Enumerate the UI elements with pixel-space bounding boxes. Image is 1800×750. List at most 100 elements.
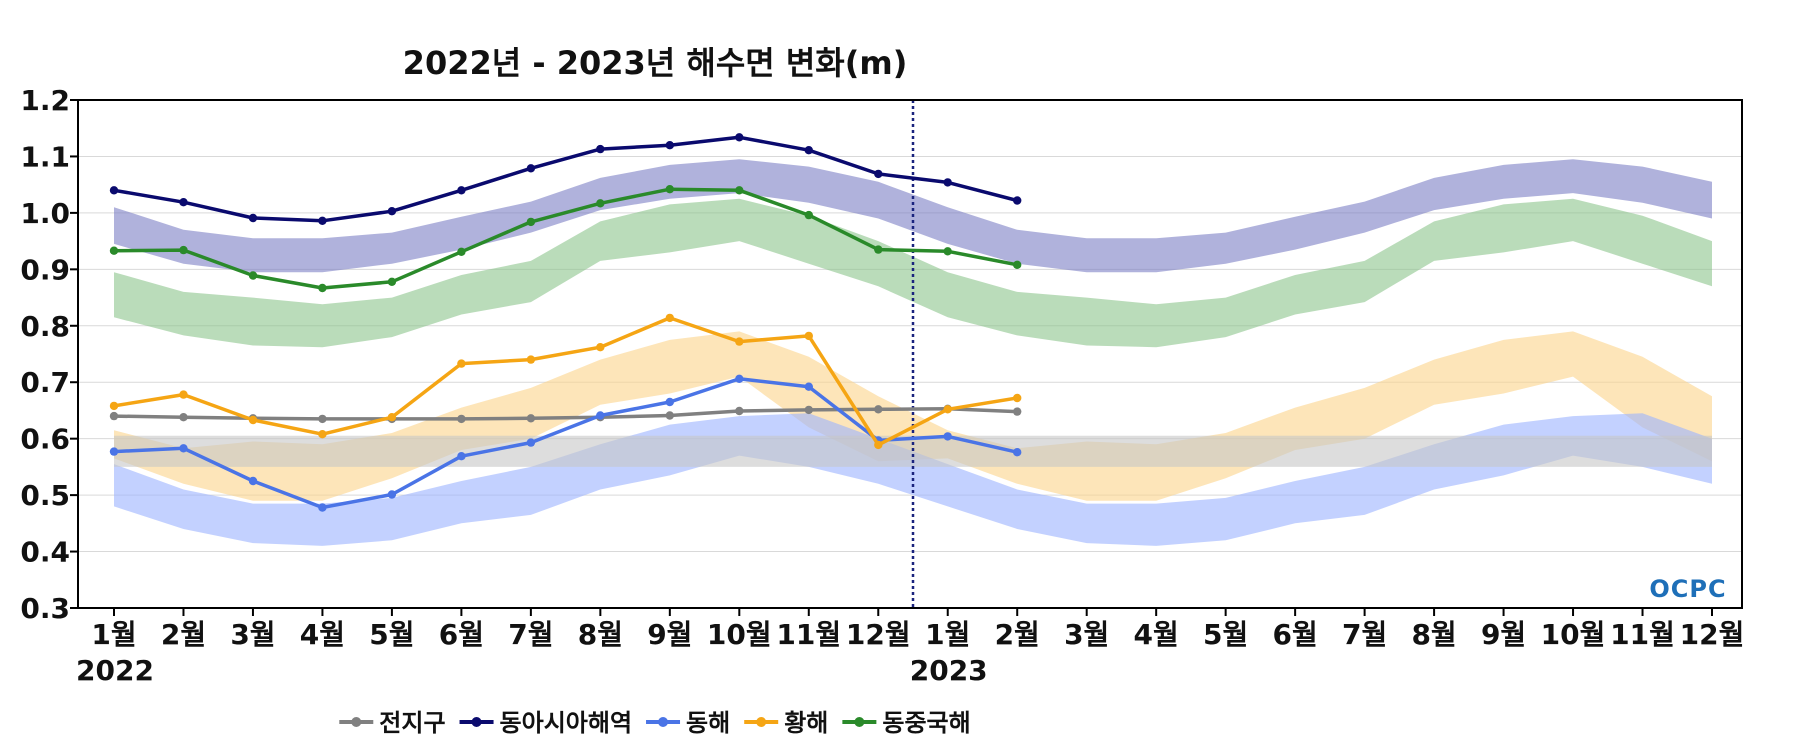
x-tick-label: 10월 xyxy=(707,618,772,651)
y-tick-label: 0.3 xyxy=(20,592,70,625)
series-1 xyxy=(109,133,1022,225)
data-point xyxy=(735,133,744,142)
data-point xyxy=(387,277,397,286)
y-tick-label: 0.4 xyxy=(20,536,70,569)
legend-label: 동아시아해역 xyxy=(500,709,632,737)
data-point xyxy=(943,405,952,414)
data-point xyxy=(943,432,952,441)
data-point xyxy=(457,414,466,424)
series-lines xyxy=(109,133,1022,512)
data-point xyxy=(874,169,883,179)
year-labels: 2022 2023 xyxy=(76,654,988,687)
data-point xyxy=(318,216,327,225)
x-tick-label: 9월 xyxy=(647,618,692,651)
data-point xyxy=(1013,407,1022,416)
legend-label: 동해 xyxy=(686,709,730,737)
x-tick-label: 10월 xyxy=(1541,618,1606,651)
y-axis-ticks: 0.3 0.4 0.5 0.6 0.7 0.8 0.9 1.0 1.1 1.2 xyxy=(20,84,78,625)
data-point xyxy=(526,217,536,227)
series-4 xyxy=(109,185,1022,293)
data-point xyxy=(457,186,466,195)
x-tick-label: 5월 xyxy=(369,618,414,651)
data-point xyxy=(665,185,674,194)
data-point xyxy=(804,331,813,341)
data-point xyxy=(874,440,883,450)
data-point xyxy=(526,355,536,364)
legend-marker xyxy=(658,717,669,727)
data-point xyxy=(109,246,119,255)
data-point xyxy=(109,401,119,411)
data-point xyxy=(318,283,327,293)
data-point xyxy=(596,343,605,352)
x-tick-label: 1월 xyxy=(925,618,970,651)
legend-marker xyxy=(756,717,767,727)
x-axis-ticks: 1월 2월 3월 4월 5월 6월 7월 8월 9월 10월 11월 12월 1월 2월 3월 4월 5월 6월 7… xyxy=(91,608,1744,651)
y-tick-label: 1.0 xyxy=(20,197,70,230)
data-point xyxy=(735,406,744,416)
data-point xyxy=(1013,448,1022,457)
x-tick-label: 11월 xyxy=(1610,618,1675,651)
series-line xyxy=(113,316,1018,447)
series-0 xyxy=(109,404,1022,424)
data-point xyxy=(596,411,605,420)
data-point xyxy=(665,313,674,323)
data-point xyxy=(735,374,744,383)
y-tick-label: 0.9 xyxy=(20,253,70,286)
legend-marker xyxy=(854,717,865,727)
data-point xyxy=(804,405,813,415)
legend-item-2: 동해 xyxy=(646,709,730,737)
data-point xyxy=(874,405,883,414)
data-point xyxy=(804,382,813,391)
data-point xyxy=(804,210,813,220)
y-tick-label: 0.6 xyxy=(20,423,70,456)
data-point xyxy=(387,207,397,216)
legend-label: 황해 xyxy=(784,709,828,737)
series-line xyxy=(113,135,1018,223)
x-tick-label: 9월 xyxy=(1481,618,1526,651)
plot-border xyxy=(77,99,1743,609)
data-point xyxy=(943,178,952,187)
x-tick-label: 5월 xyxy=(1203,618,1248,651)
legend-item-4: 동중국해 xyxy=(842,709,971,737)
x-tick-label: 7월 xyxy=(1342,618,1387,651)
data-point xyxy=(248,213,258,223)
legend-marker xyxy=(351,717,362,727)
x-tick-label: 1월 xyxy=(91,618,136,651)
data-point xyxy=(248,415,258,425)
data-point xyxy=(179,390,188,399)
legend-label: 전지구 xyxy=(379,709,445,737)
legend-item-1: 동아시아해역 xyxy=(459,709,632,737)
x-tick-label: 11월 xyxy=(776,618,841,651)
data-point xyxy=(109,186,119,195)
x-tick-label: 7월 xyxy=(508,618,553,651)
x-tick-label: 3월 xyxy=(1064,618,1109,651)
series-line xyxy=(113,407,1018,421)
y-tick-label: 0.7 xyxy=(20,366,70,399)
x-tick-label: 4월 xyxy=(1134,618,1179,651)
legend-label: 동중국해 xyxy=(882,709,970,737)
y-tick-label: 1.2 xyxy=(20,84,70,117)
data-point xyxy=(665,397,674,407)
data-point xyxy=(109,447,119,456)
data-point xyxy=(874,245,883,254)
band-1 xyxy=(114,198,1712,348)
data-point xyxy=(596,144,605,154)
x-tick-label: 8월 xyxy=(1411,618,1456,651)
data-point xyxy=(1013,393,1022,403)
x-tick-label: 2월 xyxy=(995,618,1040,651)
data-point xyxy=(318,503,327,512)
data-point xyxy=(179,444,188,453)
year-label: 2023 xyxy=(910,654,988,687)
data-point xyxy=(248,476,258,486)
data-point xyxy=(248,271,258,280)
y-tick-label: 0.5 xyxy=(20,479,70,512)
x-tick-label: 4월 xyxy=(300,618,345,651)
data-point xyxy=(387,490,397,499)
data-point xyxy=(179,245,188,255)
data-point xyxy=(1013,260,1022,269)
data-point xyxy=(318,414,327,424)
band-2 xyxy=(114,331,1712,501)
data-point xyxy=(526,438,536,447)
x-tick-label: 3월 xyxy=(230,618,275,651)
data-point xyxy=(179,198,188,207)
